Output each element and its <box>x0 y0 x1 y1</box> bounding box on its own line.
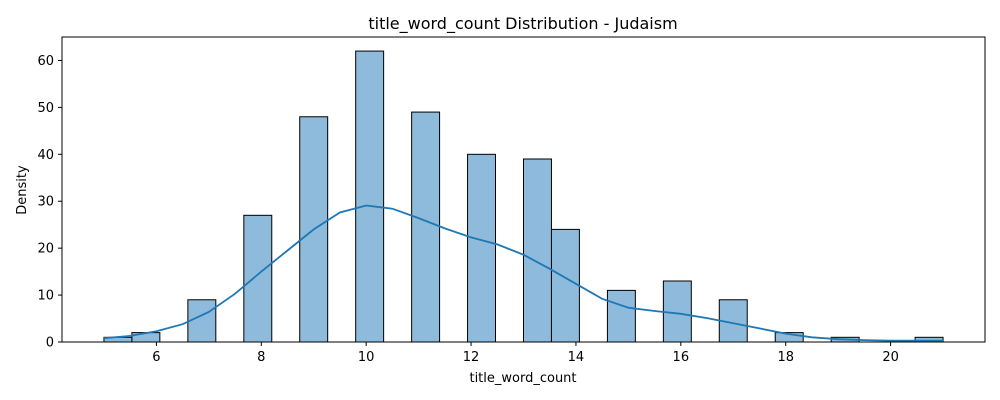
histogram-bar-5 <box>355 50 385 343</box>
x-axis-label: title_word_count <box>469 371 576 386</box>
y-axis-ticks: 0 10 20 30 40 50 60 <box>37 54 62 351</box>
x-tick-label-10: 10 <box>358 350 375 365</box>
histogram-bar-9 <box>550 228 580 343</box>
x-tick-label-14: 14 <box>568 350 585 365</box>
x-tick-label-8: 8 <box>257 350 265 365</box>
x-tick-label-6: 6 <box>152 350 160 365</box>
x-axis-ticks: 6 8 10 12 14 16 18 20 <box>152 342 899 365</box>
y-tick-label-10: 10 <box>37 289 54 304</box>
y-tick-label-30: 30 <box>37 195 54 210</box>
chart-title: title_word_count Distribution - Judaism <box>368 14 677 34</box>
plot-frame <box>61 36 986 343</box>
y-tick-label-0: 0 <box>46 336 54 351</box>
x-tick-label-18: 18 <box>777 350 794 365</box>
histogram-bar-6 <box>411 111 441 343</box>
y-tick-label-20: 20 <box>37 242 54 257</box>
x-tick-label-12: 12 <box>463 350 480 365</box>
histogram-bar-2 <box>187 299 217 343</box>
y-axis-label: Density <box>15 165 30 215</box>
y-tick-label-50: 50 <box>37 101 54 116</box>
x-tick-label-20: 20 <box>882 350 899 365</box>
kde-line <box>103 204 943 342</box>
y-tick-label-60: 60 <box>37 54 54 69</box>
y-tick-label-40: 40 <box>37 148 54 163</box>
histogram-bar-10 <box>606 289 636 343</box>
histogram-bar-3 <box>243 214 273 343</box>
kde-group <box>103 204 943 342</box>
x-tick-label-16: 16 <box>673 350 690 365</box>
histogram-bar-7 <box>467 153 496 343</box>
histogram-bar-8 <box>523 158 552 343</box>
